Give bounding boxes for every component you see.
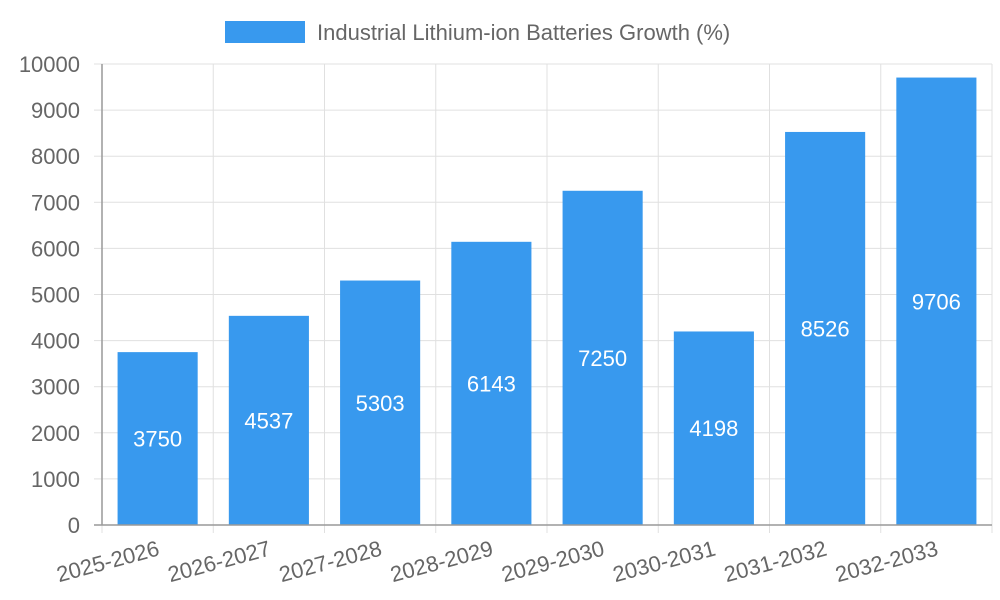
data-label: 6143 [467, 371, 516, 396]
bar-2025-2026[interactable] [117, 352, 198, 525]
y-tick-label: 7000 [31, 190, 80, 215]
data-label: 7250 [578, 346, 627, 371]
y-tick-label: 6000 [31, 236, 80, 261]
x-tick-label: 2026-2027 [165, 536, 273, 587]
data-label: 5303 [356, 391, 405, 416]
bar-2026-2027[interactable] [228, 315, 309, 525]
bar-2031-2032[interactable] [785, 131, 866, 525]
data-label: 3750 [133, 427, 182, 452]
data-label: 8526 [801, 316, 850, 341]
legend-swatch [225, 21, 305, 43]
x-tick-label: 2030-2031 [610, 536, 718, 587]
y-tick-label: 2000 [31, 421, 80, 446]
y-tick-label: 5000 [31, 283, 80, 308]
bar-2032-2033[interactable] [896, 77, 977, 525]
y-tick-label: 3000 [31, 375, 80, 400]
x-tick-label: 2027-2028 [276, 536, 384, 587]
y-tick-label: 4000 [31, 329, 80, 354]
y-tick-label: 0 [68, 513, 80, 538]
axes [94, 64, 992, 526]
data-label: 4198 [689, 416, 738, 441]
x-tick-label: 2031-2032 [721, 536, 829, 587]
data-labels: 3750 4537 5303 6143 7250 4198 8526 9706 [133, 289, 961, 451]
x-tick-label: 2025-2026 [54, 536, 162, 587]
data-label: 4537 [244, 408, 293, 433]
bar-2028-2029[interactable] [451, 241, 532, 526]
y-tick-label: 10000 [19, 52, 80, 77]
x-tick-label: 2029-2030 [499, 536, 607, 587]
x-tick-label: 2028-2029 [388, 536, 496, 587]
y-tick-label: 9000 [31, 98, 80, 123]
bar-2030-2031[interactable] [673, 331, 754, 525]
x-tick-label: 2032-2033 [833, 536, 941, 587]
bar-2029-2030[interactable] [562, 190, 643, 525]
data-label: 9706 [912, 289, 961, 314]
legend[interactable]: Industrial Lithium-ion Batteries Growth … [225, 20, 730, 45]
bars [117, 77, 977, 526]
legend-label: Industrial Lithium-ion Batteries Growth … [317, 20, 730, 45]
y-tick-label: 8000 [31, 144, 80, 169]
y-tick-label: 1000 [31, 467, 80, 492]
x-axis-ticks: 2025-2026 2026-2027 2027-2028 2028-2029 2029… [54, 525, 993, 587]
y-axis-ticks: 0 1000 2000 3000 4000 5000 6000 7000 8000 9000 100… [19, 52, 102, 538]
bar-2027-2028[interactable] [340, 280, 421, 525]
